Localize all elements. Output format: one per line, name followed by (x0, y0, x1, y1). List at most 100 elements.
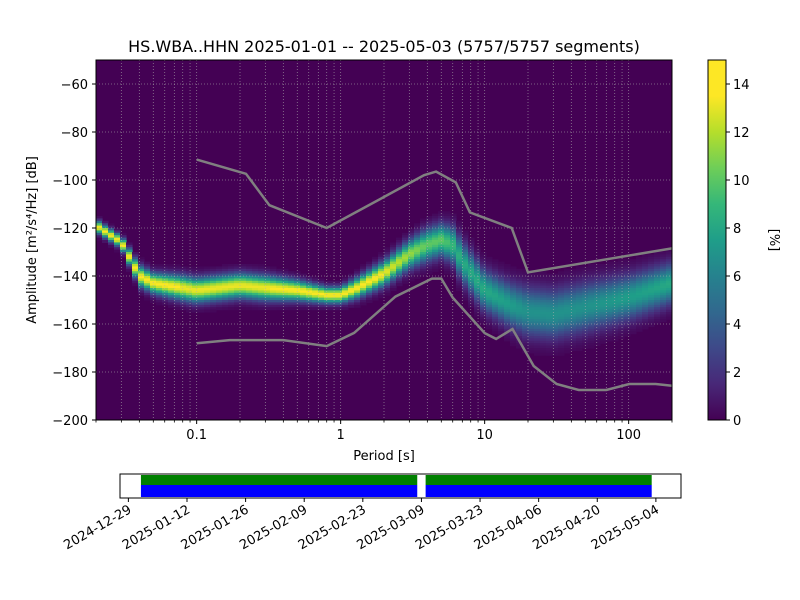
heatmap-cell (630, 266, 637, 270)
heatmap-cell (396, 261, 403, 265)
heatmap-cell (462, 273, 469, 277)
heatmap-cell (546, 333, 553, 337)
heatmap-cell (636, 280, 643, 284)
heatmap-cell (456, 254, 463, 258)
heatmap-cell (606, 300, 613, 303)
heatmap-cell (174, 285, 181, 289)
heatmap-cell (588, 312, 595, 315)
heatmap-cell (462, 271, 469, 275)
heatmap-cell (402, 259, 409, 263)
heatmap-cell (450, 259, 457, 263)
heatmap-cell (576, 316, 583, 320)
heatmap-cell (414, 264, 421, 267)
heatmap-cell (444, 237, 451, 241)
heatmap-cell (186, 285, 193, 289)
heatmap-cell (318, 285, 325, 289)
heatmap-cell (372, 268, 379, 272)
heatmap-cell (522, 336, 529, 339)
heatmap-cell (594, 295, 601, 299)
heatmap-cell (630, 288, 637, 291)
heatmap-cell (528, 285, 535, 289)
heatmap-cell (396, 244, 403, 248)
heatmap-cell (192, 273, 199, 277)
heatmap-cell (654, 304, 661, 308)
heatmap-cell (450, 230, 457, 234)
heatmap-cell (474, 273, 481, 277)
heatmap-cell (492, 314, 499, 318)
heatmap-cell (474, 292, 481, 296)
heatmap-cell (402, 273, 409, 277)
heatmap-cell (510, 273, 517, 277)
heatmap-cell (558, 338, 565, 342)
heatmap-cell (390, 268, 397, 272)
heatmap-cell (198, 295, 205, 299)
heatmap-cell (504, 276, 511, 279)
heatmap-cell (558, 312, 565, 315)
heatmap-cell (114, 237, 121, 241)
heatmap-cell (492, 309, 499, 313)
heatmap-cell (498, 285, 505, 289)
heatmap-cell (546, 302, 553, 306)
heatmap-cell (486, 304, 493, 308)
heatmap-cell (576, 278, 583, 282)
heatmap-cell (354, 297, 361, 301)
heatmap-cell (582, 336, 589, 339)
heatmap-cell (420, 225, 427, 229)
heatmap-cell (528, 348, 535, 351)
heatmap-cell (336, 280, 343, 284)
heatmap-cell (576, 280, 583, 284)
heatmap-cell (258, 266, 265, 270)
heatmap-cell (606, 280, 613, 284)
heatmap-cell (444, 264, 451, 267)
heatmap-cell (426, 232, 433, 236)
heatmap-cell (216, 290, 223, 294)
heatmap-cell (546, 278, 553, 282)
heatmap-cell (264, 288, 271, 291)
heatmap-cell (534, 295, 541, 299)
heatmap-cell (492, 273, 499, 277)
heatmap-cell (108, 237, 115, 241)
heatmap-cell (264, 266, 271, 270)
heatmap-cell (600, 314, 607, 318)
heatmap-cell (576, 333, 583, 337)
heatmap-cell (456, 278, 463, 282)
heatmap-cell (396, 256, 403, 260)
heatmap-cell (654, 312, 661, 315)
heatmap-cell (588, 268, 595, 272)
heatmap-cell (648, 266, 655, 270)
heatmap-cell (570, 324, 577, 327)
heatmap-cell (132, 273, 139, 277)
heatmap-cell (312, 292, 319, 296)
heatmap-cell (282, 290, 289, 294)
heatmap-cell (366, 266, 373, 270)
heatmap-cell (120, 249, 127, 253)
heatmap-cell (102, 220, 109, 224)
heatmap-cell (96, 218, 103, 222)
heatmap-cell (156, 273, 163, 277)
heatmap-cell (384, 290, 391, 294)
heatmap-cell (174, 295, 181, 299)
heatmap-cell (474, 266, 481, 270)
heatmap-cell (666, 302, 672, 306)
coverage-bar-bottom (425, 485, 652, 497)
heatmap-cell (516, 268, 523, 272)
heatmap-cell (438, 235, 445, 239)
heatmap-cell (612, 285, 619, 289)
heatmap-cell (282, 271, 289, 275)
heatmap-cell (276, 285, 283, 289)
heatmap-cell (582, 285, 589, 289)
heatmap-cell (504, 316, 511, 320)
heatmap-cell (564, 331, 571, 335)
heatmap-cell (510, 283, 517, 287)
heatmap-cell (552, 314, 559, 318)
heatmap-cell (456, 247, 463, 251)
heatmap-cell (138, 290, 145, 294)
y-axis-label: Amplitude [m²/s⁴/Hz] [dB] (25, 156, 40, 324)
heatmap-cell (342, 302, 349, 306)
heatmap-cell (594, 309, 601, 313)
heatmap-cell (552, 276, 559, 279)
heatmap-cell (564, 302, 571, 306)
heatmap-cell (606, 304, 613, 308)
heatmap-cell (402, 249, 409, 253)
heatmap-cell (432, 218, 439, 222)
